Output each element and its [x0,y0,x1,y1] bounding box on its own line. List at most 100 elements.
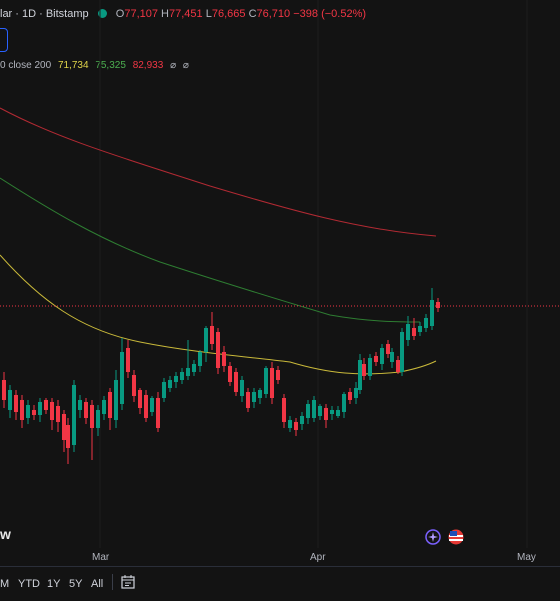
candle-body [38,402,42,415]
ma-line-long [0,107,437,237]
candle-body [132,375,136,396]
x-label-apr: Apr [310,552,326,563]
close-value: 76,710 [256,8,291,20]
candle-body [358,360,362,390]
price-chart[interactable] [0,0,560,566]
chart-header: lar · 1D · Bitstamp O77,107 H77,451 L76,… [0,8,366,20]
candle-body [222,352,226,366]
candle-body [90,405,94,428]
candle-body [14,395,18,412]
candle-body [412,328,416,336]
calendar-icon[interactable] [121,574,135,594]
candle-body [108,392,112,418]
candle-body [234,372,238,392]
ma-legend-label: 0 close 200 [0,60,52,71]
open-label: O [115,8,125,20]
candle-body [318,406,322,416]
candle-body [32,410,36,415]
candle-body [26,405,30,418]
candle-body [294,422,298,430]
candle-body [192,364,196,372]
candle-body [430,300,434,326]
candle-body [354,388,358,398]
candle-body [336,410,340,416]
candle-body [436,302,440,308]
symbol-title[interactable]: lar · 1D · Bitstamp [0,8,89,20]
tradingview-logo[interactable]: w [0,526,11,542]
ma-legend[interactable]: 0 close 200 71,734 75,325 82,933 ⌀ ⌀ [0,60,193,71]
range-button-ytd[interactable]: YTD [18,578,40,590]
candle-body [424,318,428,328]
candle-body [264,368,268,394]
ma-value-mid: 75,325 [95,60,126,71]
candle-body [8,390,12,410]
candle-body [102,400,106,414]
candle-body [198,352,202,366]
sparkle-icon[interactable] [425,529,441,550]
candle-body [162,382,166,398]
candle-body [418,326,422,332]
candle-body [66,425,70,448]
candle-body [2,380,6,400]
ma-line-mid [0,177,421,323]
candle-body [348,392,352,400]
candle-body [84,402,88,418]
candle-body [62,414,66,440]
candle-body [258,390,262,398]
range-button-5y[interactable]: 5Y [69,578,83,590]
low-label: L [205,8,212,20]
candle-body [330,410,334,414]
candle-body [144,395,148,418]
candle-body [56,406,60,422]
candle-body [180,372,184,380]
candle-body [386,344,390,354]
candle-body [204,328,208,352]
ma-value-long: 82,933 [132,60,164,71]
close-label: C [248,8,257,20]
eye-icon[interactable]: ⌀ [170,60,177,71]
candle-body [324,408,328,420]
candle-body [228,366,232,382]
candle-body [120,352,124,404]
candle-body [96,410,100,428]
high-label: H [161,8,169,20]
candle-body [276,370,280,380]
candle-body [368,358,372,376]
range-button-m[interactable]: M [0,578,10,590]
candle-body [362,364,366,376]
candle-body [138,390,142,408]
candle-body [380,348,384,364]
candle-body [342,394,346,412]
candle-body [240,380,244,396]
ma-value-short: 71,734 [57,60,89,71]
x-label-mar: Mar [92,552,110,563]
range-button-all[interactable]: All [91,578,104,590]
candle-body [114,380,118,420]
range-button-1y[interactable]: 1Y [47,578,61,590]
candle-body [186,368,190,376]
toolbar-divider [112,574,113,590]
candle-body [306,404,310,418]
collapse-legend-button[interactable] [0,28,8,52]
candle-body [390,352,394,362]
candles [2,288,440,464]
candle-body [288,420,292,428]
candle-body [396,360,400,372]
high-value: 77,451 [169,8,203,20]
change-value: −398 (−0.52%) [293,8,367,20]
candle-body [252,392,256,402]
eye-icon[interactable]: ⌀ [182,60,189,71]
candle-body [78,400,82,410]
candle-body [44,400,48,410]
candle-body [400,332,404,372]
candle-body [246,392,250,408]
candle-body [20,400,24,420]
candle-body [312,400,316,418]
candle-body [72,385,76,445]
low-value: 76,665 [211,8,246,20]
open-value: 77,107 [124,8,158,20]
candle-body [270,368,274,398]
us-flag-icon[interactable] [448,529,464,550]
candle-body [168,380,172,388]
candle-body [216,332,220,368]
